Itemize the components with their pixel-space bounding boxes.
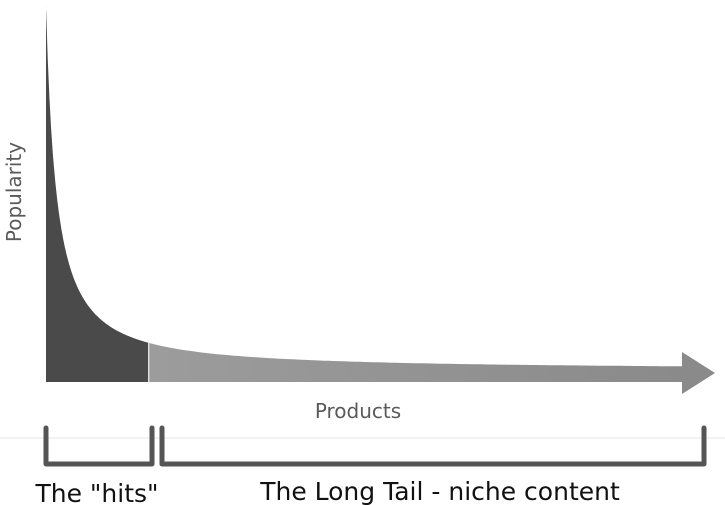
- hits-bracket: [43, 425, 155, 467]
- hits-peak-break: [45, 4, 71, 13]
- long-tail-bracket: [159, 425, 707, 467]
- y-axis-label: Popularity: [2, 142, 26, 242]
- hits-label: The "hits": [34, 479, 158, 505]
- x-axis-arrow: [682, 352, 715, 394]
- x-axis-label: Products: [315, 399, 401, 423]
- long-tail-area: [148, 342, 689, 382]
- hits-area: [46, 6, 149, 382]
- long-tail-label: The Long Tail - niche content: [259, 477, 620, 505]
